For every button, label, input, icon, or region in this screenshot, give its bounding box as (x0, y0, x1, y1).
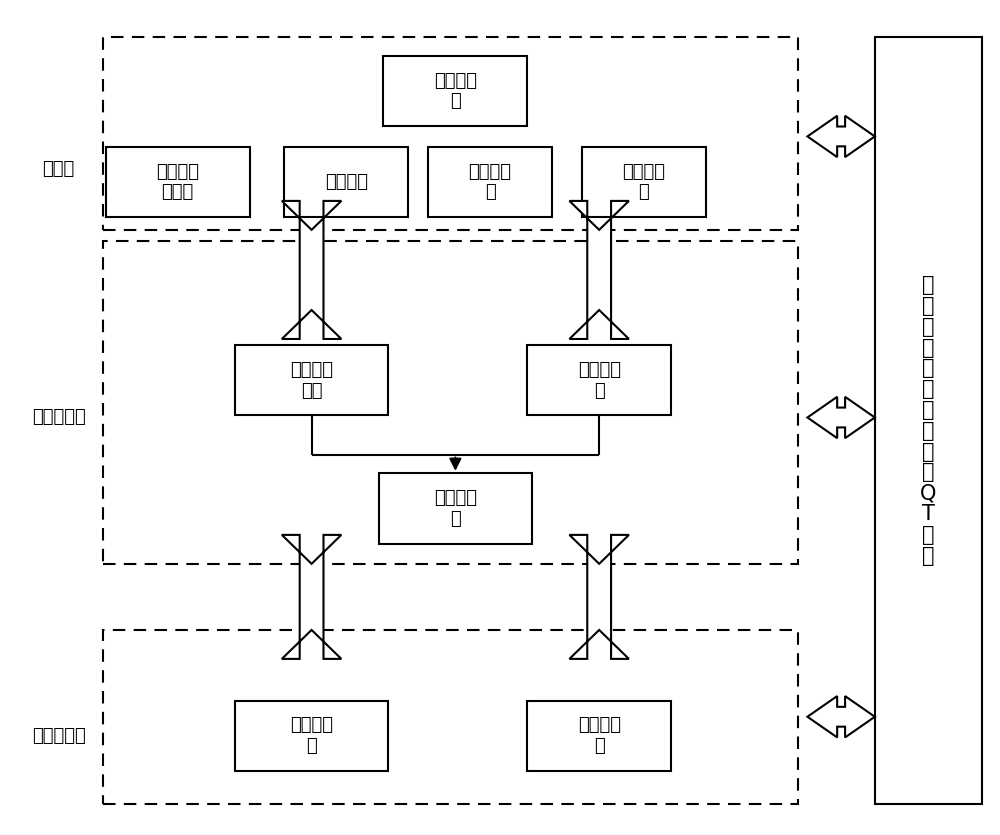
Polygon shape (569, 201, 629, 339)
Text: 指示灯类: 指示灯类 (325, 173, 368, 191)
Polygon shape (282, 535, 341, 659)
Bar (379, 473, 532, 544)
Bar (383, 56, 527, 126)
Bar (103, 38, 798, 230)
Polygon shape (807, 397, 875, 438)
Bar (235, 345, 388, 416)
Text: 业务逻辑层: 业务逻辑层 (32, 408, 86, 427)
Bar (235, 701, 388, 771)
Text: 测试异常
类: 测试异常 类 (578, 716, 621, 755)
Bar (103, 241, 798, 564)
Polygon shape (807, 116, 875, 157)
Bar (106, 147, 250, 217)
Polygon shape (569, 535, 629, 659)
Polygon shape (807, 696, 875, 737)
Bar (428, 147, 552, 217)
Text: 表示层: 表示层 (43, 160, 75, 179)
Text: 系统测试
类: 系统测试 类 (578, 361, 621, 400)
Text: 操作界面
类: 操作界面 类 (434, 72, 477, 110)
Bar (103, 630, 798, 803)
Bar (875, 38, 982, 803)
Text: 测试说明
信息类: 测试说明 信息类 (156, 163, 199, 201)
Text: 测试仪自
检类: 测试仪自 检类 (290, 361, 333, 400)
Polygon shape (282, 201, 341, 339)
Text: 驱动管理
类: 驱动管理 类 (290, 716, 333, 755)
Bar (582, 147, 706, 217)
Text: 测试记录
类: 测试记录 类 (622, 163, 665, 201)
Text: 实时信息
类: 实时信息 类 (469, 163, 512, 201)
Bar (527, 345, 671, 416)
Text: 中
标
麒
麟
操
作
系
统
上
的
Q
T
框
架: 中 标 麒 麟 操 作 系 统 上 的 Q T 框 架 (920, 276, 937, 565)
Bar (527, 701, 671, 771)
Text: 数据访问层: 数据访问层 (32, 726, 86, 745)
Text: 测试公用
类: 测试公用 类 (434, 489, 477, 528)
Bar (284, 147, 408, 217)
